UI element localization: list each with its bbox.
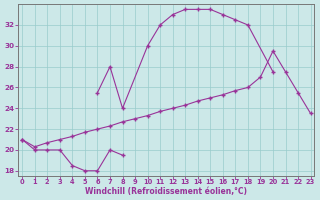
X-axis label: Windchill (Refroidissement éolien,°C): Windchill (Refroidissement éolien,°C)	[85, 187, 247, 196]
